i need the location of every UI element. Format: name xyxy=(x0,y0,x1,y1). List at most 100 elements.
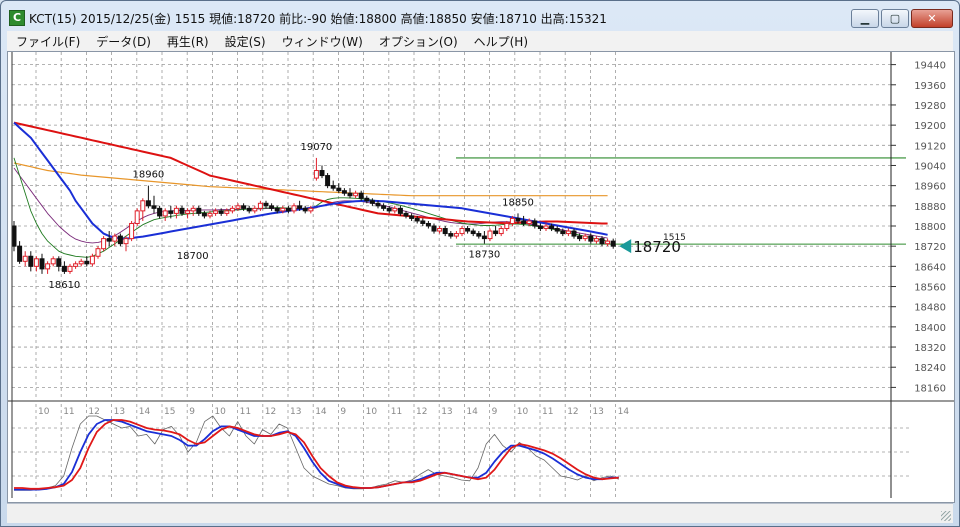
y-tick-label: 19280 xyxy=(914,101,946,112)
candle-body xyxy=(157,207,163,217)
candle-body xyxy=(420,220,426,224)
menu-data[interactable]: データ(D) xyxy=(96,34,151,49)
candle-body xyxy=(554,228,560,232)
x-tick-label: 15 xyxy=(164,407,175,417)
candle-body xyxy=(325,175,331,187)
menu-options[interactable]: オプション(O) xyxy=(378,34,458,49)
candle-body xyxy=(207,212,213,217)
maximize-button[interactable]: ▢ xyxy=(881,9,909,28)
x-tick-label: 14 xyxy=(315,407,327,417)
candle-body xyxy=(526,220,532,224)
ma-orange-line xyxy=(13,162,608,197)
resize-grip[interactable] xyxy=(941,511,951,521)
candle-body xyxy=(229,207,235,212)
candle-body xyxy=(364,197,370,202)
candle-body xyxy=(409,215,415,219)
candle-body xyxy=(39,258,45,270)
candle-body xyxy=(543,225,549,230)
menu-help[interactable]: ヘルプ(H) xyxy=(473,34,529,49)
x-tick-label: 14 xyxy=(466,407,478,417)
chart-frame xyxy=(8,52,954,498)
y-axis: 19440 19360 19280 19200 19120 19040 18960 18880… xyxy=(891,61,946,394)
candle-body xyxy=(313,170,319,179)
candle-body xyxy=(459,228,465,235)
candle-body xyxy=(297,205,303,209)
candles xyxy=(11,157,616,274)
x-tick-label: 10 xyxy=(517,407,529,417)
title-bar[interactable]: C KCT(15) 2015/12/25(金) 1515 現値:18720 前比… xyxy=(1,1,959,31)
candle-body xyxy=(593,238,599,242)
osc-red-line xyxy=(14,419,619,490)
x-tick-label: 12 xyxy=(567,407,578,417)
candle-body xyxy=(196,207,202,214)
candle-body xyxy=(302,207,308,212)
candle-body xyxy=(537,225,543,230)
chart-area[interactable]: 1515 18610 18960 18700 19070 18730 18850 18720 … xyxy=(7,51,955,503)
minimize-icon: ▁ xyxy=(860,12,870,25)
candle-body xyxy=(565,230,571,235)
y-tick-label: 18880 xyxy=(914,202,946,213)
y-tick-label: 18480 xyxy=(914,303,946,314)
y-tick-label: 18560 xyxy=(914,283,946,294)
candle-body xyxy=(425,222,431,227)
y-tick-label: 18800 xyxy=(914,222,946,233)
candle-body xyxy=(549,225,555,230)
candle-body xyxy=(263,202,269,207)
candle-body xyxy=(599,238,605,245)
candlestick-chart[interactable]: 151518610189601870019070187301885018720 … xyxy=(8,52,954,502)
menu-play[interactable]: 再生(R) xyxy=(166,34,209,49)
candle-body xyxy=(78,260,84,265)
candle-body xyxy=(291,205,297,212)
candle-body xyxy=(392,207,398,212)
x-tick-label: 11 xyxy=(542,407,553,417)
candle-body xyxy=(442,228,448,235)
x-tick-label: 9 xyxy=(189,407,195,417)
candle-body xyxy=(358,192,364,199)
candle-body xyxy=(73,263,79,267)
candle-body xyxy=(33,258,39,267)
candle-body xyxy=(246,207,252,212)
y-tick-label: 18960 xyxy=(914,182,946,193)
candle-body xyxy=(235,205,241,209)
candle-body xyxy=(151,205,157,209)
menu-bar: ファイル(F) データ(D) 再生(R) 設定(S) ウィンドウ(W) オプショ… xyxy=(7,31,953,51)
candle-body xyxy=(588,235,594,242)
candle-body xyxy=(101,238,107,250)
price-label: 18850 xyxy=(502,197,534,208)
candle-body xyxy=(129,222,135,240)
candle-body xyxy=(11,225,17,247)
minimize-button[interactable]: ▁ xyxy=(851,9,879,28)
menu-window[interactable]: ウィンドウ(W) xyxy=(281,34,363,49)
status-bar xyxy=(7,503,953,523)
close-button[interactable]: ✕ xyxy=(911,9,953,28)
oscillator-panel xyxy=(14,415,619,491)
candle-body xyxy=(201,212,207,217)
candle-body xyxy=(67,265,73,272)
x-tick-label: 12 xyxy=(416,407,427,417)
x-tick-label: 14 xyxy=(139,407,151,417)
y-tick-label: 18720 xyxy=(914,242,946,253)
y-tick-label: 18400 xyxy=(914,323,946,334)
price-label: 18610 xyxy=(48,280,80,291)
candle-body xyxy=(168,210,174,214)
menu-file[interactable]: ファイル(F) xyxy=(16,34,81,49)
window-controls: ▁ ▢ ✕ xyxy=(849,9,953,28)
osc-blue-line xyxy=(14,419,619,491)
x-tick-label: 13 xyxy=(592,407,603,417)
candle-body xyxy=(386,207,392,212)
x-tick-label: 11 xyxy=(63,407,74,417)
x-tick-label: 10 xyxy=(38,407,50,417)
candle-body xyxy=(95,248,101,257)
x-axis: 10 11 12 13 14 15 9 10 11 12 13 14 9 10 11 12 13 14 9 10 11 1… xyxy=(38,407,629,417)
x-tick-label: 11 xyxy=(391,407,402,417)
candle-body xyxy=(17,245,23,262)
x-tick-label: 13 xyxy=(114,407,125,417)
menu-settings[interactable]: 設定(S) xyxy=(224,34,266,49)
candle-body xyxy=(45,263,51,270)
y-tick-label: 19360 xyxy=(914,81,946,92)
candle-body xyxy=(453,233,459,237)
x-tick-label: 11 xyxy=(240,407,251,417)
candle-body xyxy=(56,258,62,267)
candle-body xyxy=(414,217,420,222)
time-label: 1515 xyxy=(663,233,686,243)
